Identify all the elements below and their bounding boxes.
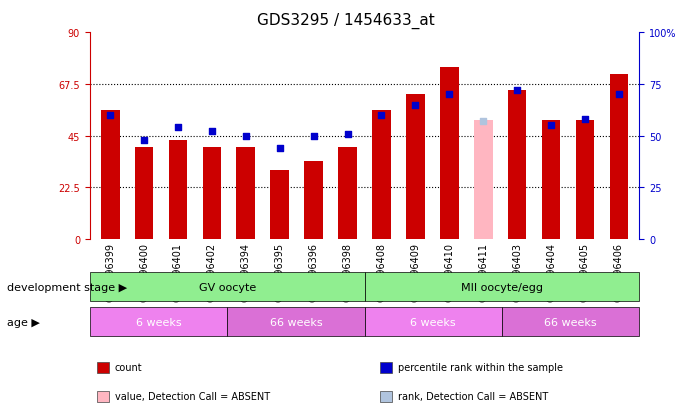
Bar xyxy=(90,273,365,301)
Text: rank, Detection Call = ABSENT: rank, Detection Call = ABSENT xyxy=(398,392,548,401)
Point xyxy=(274,145,285,152)
Point xyxy=(545,123,556,129)
Point xyxy=(376,112,387,119)
Bar xyxy=(474,120,493,240)
Bar xyxy=(236,148,255,240)
Bar xyxy=(270,171,289,240)
Text: percentile rank within the sample: percentile rank within the sample xyxy=(398,363,563,373)
Bar xyxy=(365,273,639,301)
Point xyxy=(477,119,489,125)
Bar xyxy=(365,308,502,337)
Text: 6 weeks: 6 weeks xyxy=(135,317,181,327)
Bar xyxy=(338,148,357,240)
Bar xyxy=(440,67,459,240)
Bar xyxy=(576,120,594,240)
Point xyxy=(342,131,353,138)
Text: development stage ▶: development stage ▶ xyxy=(7,282,127,292)
Bar xyxy=(542,120,560,240)
Text: MII oocyte/egg: MII oocyte/egg xyxy=(461,282,543,292)
Text: 66 weeks: 66 weeks xyxy=(269,317,322,327)
Bar xyxy=(97,363,109,373)
Bar xyxy=(90,308,227,337)
Point xyxy=(207,129,218,135)
Bar xyxy=(202,148,221,240)
Point xyxy=(173,125,184,131)
Bar xyxy=(380,363,392,373)
Text: count: count xyxy=(115,363,142,373)
Point xyxy=(139,137,150,144)
Bar xyxy=(609,74,628,240)
Point xyxy=(614,92,625,98)
Point xyxy=(308,133,319,140)
Bar xyxy=(101,111,120,240)
Point xyxy=(444,92,455,98)
Point xyxy=(511,88,522,94)
Bar xyxy=(97,392,109,401)
Bar xyxy=(304,161,323,240)
Bar xyxy=(372,111,391,240)
Bar xyxy=(508,90,527,240)
Bar xyxy=(380,392,392,401)
Point xyxy=(104,112,115,119)
Bar xyxy=(135,148,153,240)
Bar xyxy=(169,141,187,240)
Bar xyxy=(502,308,639,337)
Point xyxy=(579,116,590,123)
Text: GV oocyte: GV oocyte xyxy=(198,282,256,292)
Text: 6 weeks: 6 weeks xyxy=(410,317,456,327)
Bar xyxy=(227,308,364,337)
Bar xyxy=(406,95,425,240)
Point xyxy=(410,102,421,109)
Point xyxy=(240,133,252,140)
Text: GDS3295 / 1454633_at: GDS3295 / 1454633_at xyxy=(256,12,435,28)
Text: 66 weeks: 66 weeks xyxy=(545,317,597,327)
Text: age ▶: age ▶ xyxy=(7,317,40,327)
Text: value, Detection Call = ABSENT: value, Detection Call = ABSENT xyxy=(115,392,269,401)
